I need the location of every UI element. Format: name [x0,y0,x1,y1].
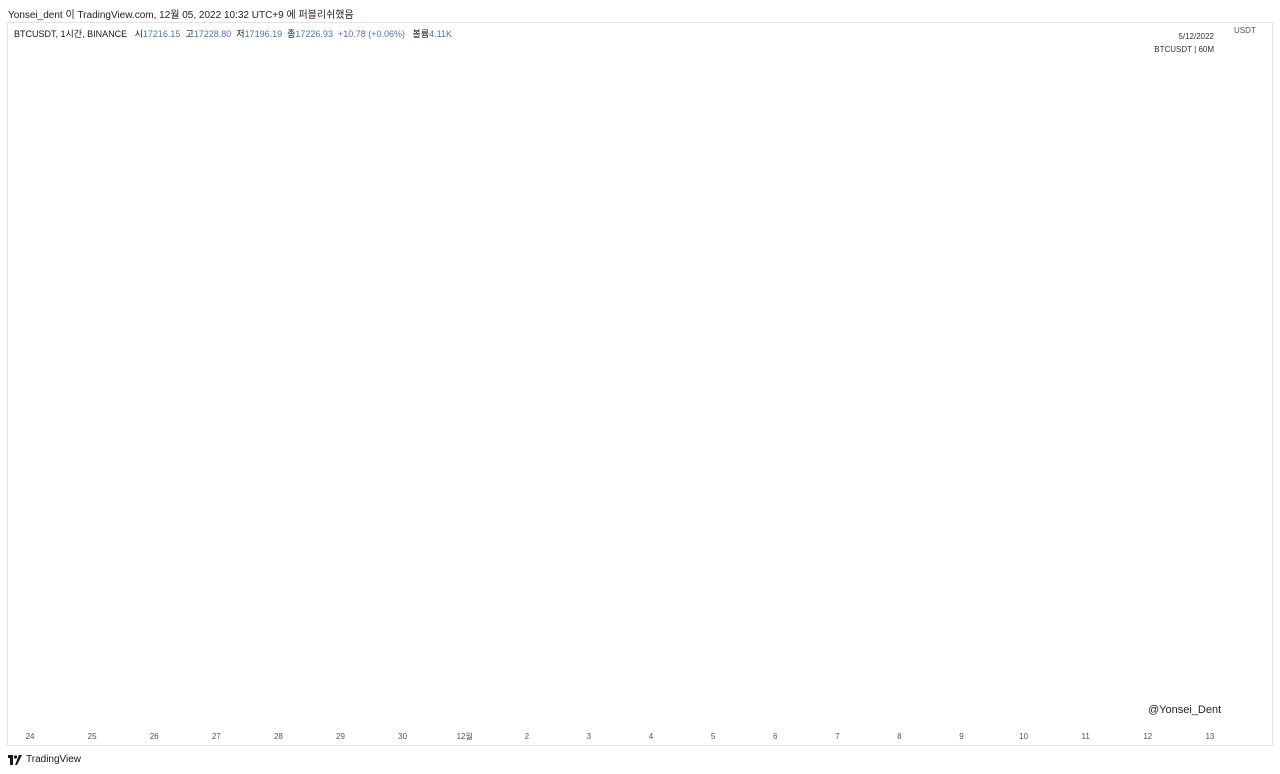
publish-caption: Yonsei_dent 이 TradingView.com, 12월 05, 2… [8,10,354,21]
x-tick-label: 27 [212,732,221,741]
x-tick-label: 5 [711,732,716,741]
close-value: 17226.93 [295,29,333,39]
chart-date: 5/12/2022 [1178,32,1214,41]
x-tick-label: 10 [1019,732,1028,741]
close-label: 종 [287,29,296,39]
x-tick-label: 2 [525,732,530,741]
x-tick-label: 30 [398,732,407,741]
low-value: 17196.19 [244,29,283,39]
currency-unit: USDT [1234,26,1256,35]
symbol-name[interactable]: BTCUSDT, 1시간, BINANCE [14,29,128,39]
x-tick-label: 13 [1205,732,1214,741]
high-label: 고 [185,29,194,39]
x-tick-label: 11 [1082,732,1091,741]
publish-caption-bar: Yonsei_dent 이 TradingView.com, 12월 05, 2… [0,0,1280,22]
chart-info-corner: 5/12/2022 BTCUSDT | 60M [1154,30,1214,56]
author-watermark: @Yonsei_Dent [1148,704,1222,716]
symbol-legend: BTCUSDT, 1시간, BINANCE 시17216.15 고17228.8… [14,27,452,40]
x-tick-label: 8 [897,732,902,741]
x-tick-label: 12 [1143,732,1152,741]
tradingview-logo-icon [8,754,22,765]
x-tick-label: 3 [587,732,592,741]
brand-name: TradingView [26,754,82,765]
tradingview-brand[interactable]: TradingView [8,754,81,765]
x-tick-label: 4 [649,732,654,741]
x-tick-label: 25 [88,732,97,741]
high-value: 17228.80 [193,29,232,39]
x-tick-label: 6 [773,732,778,741]
x-tick-label: 7 [835,732,840,741]
open-label: 시 [134,29,143,39]
open-value: 17216.15 [142,29,181,39]
chart-pair: BTCUSDT | 60M [1154,45,1214,54]
change-value: +10.78 (+0.06%) [337,29,406,39]
x-tick-label: 24 [26,732,35,741]
volume-label: 볼륨 [412,29,430,39]
x-tick-label: 28 [274,732,283,741]
x-tick-label: 12월 [457,731,473,741]
x-tick-label: 26 [150,732,159,741]
x-tick-label: 29 [336,732,345,741]
x-tick-label: 9 [959,732,964,741]
chart-frame[interactable] [7,22,1273,746]
low-label: 저 [236,29,245,39]
volume-value: 4.11K [429,29,452,39]
